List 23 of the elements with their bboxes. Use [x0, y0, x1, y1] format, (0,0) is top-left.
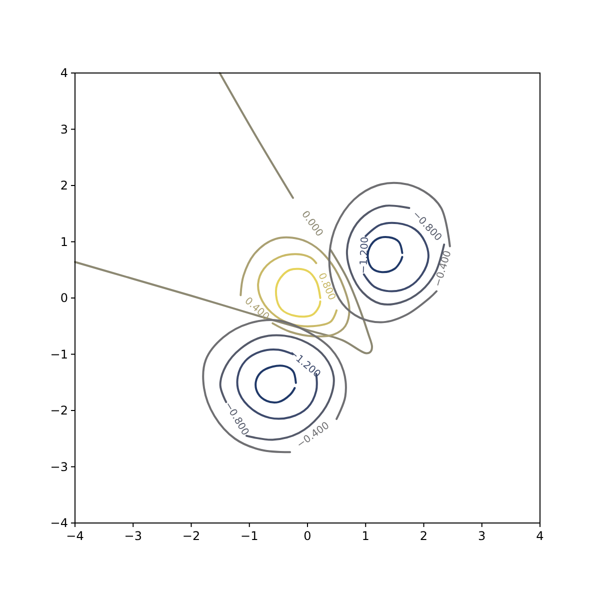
x-tick-label: 4 — [536, 529, 544, 543]
y-tick-label: 0 — [60, 291, 68, 305]
y-tick-label: −3 — [50, 460, 68, 474]
x-tick-label: 0 — [304, 529, 312, 543]
y-tick-label: −1 — [50, 347, 68, 362]
x-tick-label: 3 — [478, 529, 486, 543]
x-tick-label: 2 — [420, 529, 428, 543]
y-tick-label: 4 — [60, 66, 68, 80]
x-tick-label: −1 — [240, 529, 258, 543]
line-series — [240, 236, 350, 338]
x-tick-label: −2 — [182, 529, 200, 543]
line-series — [202, 319, 347, 454]
y-tick-label: −4 — [50, 516, 68, 530]
text: −1.200 — [358, 236, 372, 274]
y-tick-label: 1 — [60, 234, 68, 249]
x-tick-label: 1 — [362, 529, 370, 543]
y-tick-label: 3 — [60, 122, 68, 136]
text: 0.800 — [316, 271, 338, 302]
x-tick-label: −3 — [124, 529, 142, 543]
y-tick-label: 2 — [60, 178, 68, 192]
line-series — [366, 236, 404, 274]
text: −0.400 — [432, 249, 454, 288]
y-tick-label: −2 — [50, 404, 68, 418]
